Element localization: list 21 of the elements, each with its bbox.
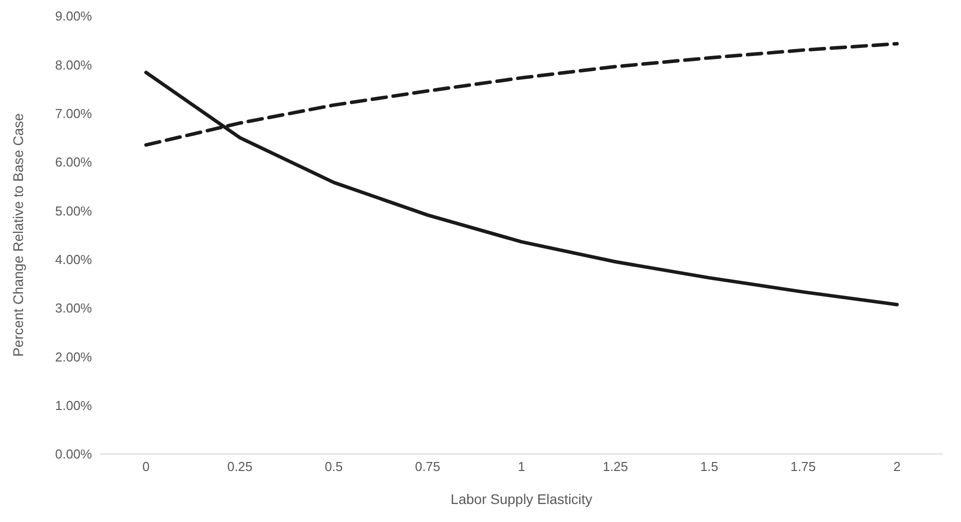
x-tick-label: 0 [142, 459, 150, 474]
x-tick-label: 1 [518, 459, 526, 474]
y-tick-label: 3.00% [55, 300, 92, 316]
y-axis-title: Percent Change Relative to Base Case [10, 113, 26, 357]
y-tick-label: 5.00% [55, 203, 92, 218]
y-tick-label: 7.00% [55, 106, 92, 121]
x-tick-label: 0.5 [324, 459, 343, 474]
y-tick-label: 6.00% [55, 154, 92, 170]
y-tick-label: 2.00% [55, 349, 92, 364]
y-tick-label: 1.00% [55, 398, 92, 413]
x-tick-label: 1.25 [602, 459, 628, 474]
y-tick-label: 4.00% [55, 252, 92, 267]
y-tick-label: 8.00% [55, 57, 92, 72]
y-tick-label: 0.00% [55, 446, 92, 462]
x-tick-label: 1.75 [790, 459, 816, 474]
x-tick-label: 1.5 [700, 459, 718, 474]
x-axis-title: Labor Supply Elasticity [450, 491, 592, 507]
x-tick-label: 0.75 [414, 459, 440, 474]
x-tick-label: 0.25 [227, 459, 253, 474]
x-tick-label: 2 [893, 459, 901, 474]
y-tick-label: 9.00% [55, 8, 92, 24]
